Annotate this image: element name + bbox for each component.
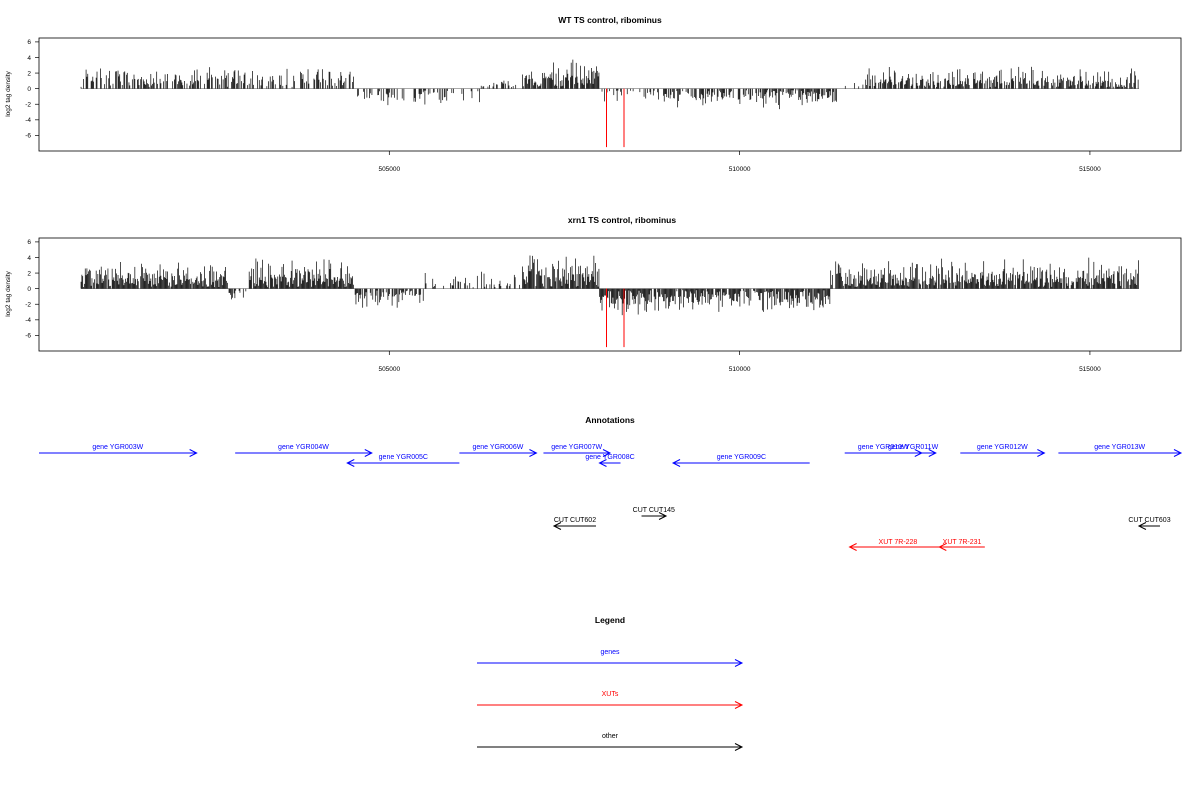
panel-xrn1: xrn1 TS control, ribominus log2 tag dens… [5, 215, 1182, 373]
y-tick-label: -2 [25, 302, 31, 309]
gene-arrow-label: gene YGR011W [888, 444, 939, 451]
y-tick-label: 6 [27, 39, 31, 46]
y-tick-label: -4 [25, 117, 31, 124]
annotations-panel: Annotations gene YGR003W gene YGR004Wgene… [39, 415, 1183, 551]
x-tick-label: 515000 [1079, 166, 1101, 173]
panel-wt-title: WT TS control, ribominus [558, 15, 662, 25]
gene-arrow-label: gene YGR009C [717, 454, 766, 461]
legend-label: genes [600, 649, 620, 656]
gene-arrow-head [1037, 449, 1046, 457]
legend: Legend genes XUTs other [477, 615, 744, 751]
gene-arrow-head [671, 459, 681, 467]
legend-label: other [602, 733, 619, 740]
y-tick-label: -6 [25, 133, 31, 140]
y-tick-label: 0 [27, 286, 31, 293]
gene-arrow-label: gene YGR003W [92, 444, 143, 451]
gene-arrow-label: gene YGR013W [1094, 444, 1145, 451]
y-tick-label: 2 [27, 70, 31, 77]
gene-arrow-head [602, 449, 612, 457]
panel-xrn1-plot-frame [38, 237, 1182, 352]
x-tick-label: 515000 [1079, 366, 1101, 373]
legend-items: genes XUTs other [477, 649, 744, 751]
gene-arrow-label: gene YGR004W [278, 444, 329, 451]
cut-arrow-label: CUT CUT602 [554, 517, 596, 524]
legend-arrow-head [734, 743, 744, 751]
annotations-title: Annotations [585, 415, 635, 425]
cut-arrow-head [552, 522, 562, 530]
xut-arrow-label: XUT 7R-228 [879, 539, 918, 546]
panel-wt: WT TS control, ribominus log2 tag densit… [5, 15, 1182, 173]
y-tick-label: -2 [25, 102, 31, 109]
gene-arrow-head [529, 449, 538, 457]
panel-xrn1-title: xrn1 TS control, ribominus [568, 215, 676, 225]
panel-xrn1-bars [80, 255, 1139, 348]
gene-arrow-label: gene YGR005C [379, 454, 428, 461]
panel-xrn1-xaxis: 505000 510000 515000 [378, 351, 1101, 373]
x-tick-label: 505000 [378, 366, 400, 373]
y-tick-label: -6 [25, 333, 31, 340]
gene-arrow-label: gene YGR012W [977, 444, 1028, 451]
gene-arrow-head [1173, 449, 1183, 457]
xut-arrow-head [938, 543, 947, 551]
panel-xrn1-ylabel: log2 tag density [5, 270, 12, 316]
legend-arrow-head [734, 659, 744, 667]
gene-arrow-label: gene YGR010W [858, 444, 909, 451]
legend-arrow-head [734, 701, 744, 709]
gene-arrow-label: gene YGR007W [551, 444, 602, 451]
panel-xrn1-yaxis: 6 4 2 0 -2 -4 -6 [25, 239, 39, 340]
panel-wt-yaxis: 6 4 2 0 -2 -4 -6 [25, 39, 39, 140]
xut-arrow-head [848, 543, 857, 551]
legend-title: Legend [595, 615, 625, 625]
cut-arrow-head [658, 512, 668, 520]
cut-arrow-label: CUT CUT145 [633, 507, 675, 514]
y-tick-label: 4 [27, 55, 31, 62]
y-tick-label: 2 [27, 270, 31, 277]
xut-arrow-label: XUT 7R-231 [943, 539, 982, 546]
panel-wt-bars [80, 59, 1139, 148]
cut-arrow-label: CUT CUT603 [1128, 517, 1170, 524]
gene-arrow-head [928, 449, 937, 457]
legend-label: XUTs [602, 691, 619, 698]
x-tick-label: 510000 [729, 166, 751, 173]
gene-arrow-head [598, 459, 607, 467]
panel-wt-xaxis: 505000 510000 515000 [378, 151, 1101, 173]
cut-arrow-head [1137, 522, 1147, 530]
y-tick-label: 6 [27, 239, 31, 246]
gene-arrow-head [346, 459, 355, 467]
gene-arrow-label: gene YGR008C [585, 454, 634, 461]
gene-arrow-head [189, 449, 198, 457]
panel-wt-ylabel: log2 tag density [5, 70, 12, 116]
annotation-tracks: gene YGR003W gene YGR004W gene YGR005C gene… [39, 444, 1183, 551]
y-tick-label: 0 [27, 86, 31, 93]
y-tick-label: 4 [27, 255, 31, 262]
x-tick-label: 510000 [729, 366, 751, 373]
x-tick-label: 505000 [378, 166, 400, 173]
y-tick-label: -4 [25, 317, 31, 324]
gene-arrow-head [364, 449, 373, 457]
panel-wt-plot-frame [38, 37, 1182, 152]
gene-arrow-label: gene YGR006W [472, 444, 523, 451]
